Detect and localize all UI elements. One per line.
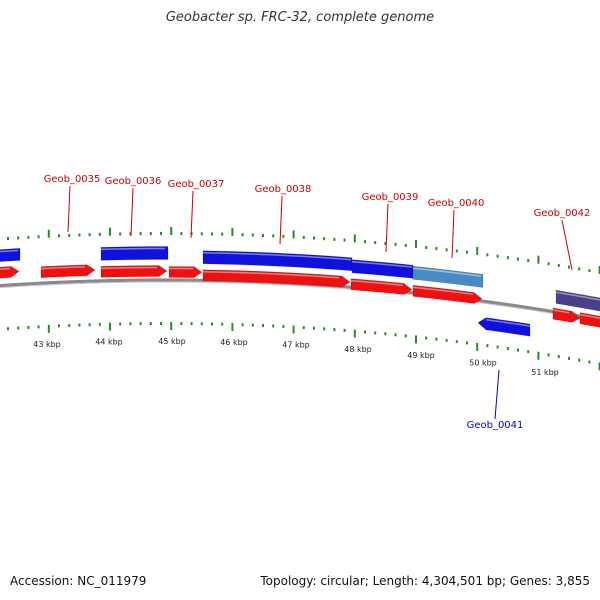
gene-geob-0034 <box>0 266 20 279</box>
gene-geob-0034-rev <box>0 248 21 262</box>
scale-label: 48 kbp <box>344 345 372 354</box>
gene-geob-0036 <box>100 265 168 278</box>
map-title: Geobacter sp. FRC-32, complete genome <box>165 10 435 25</box>
scale-label: 49 kbp <box>407 351 435 360</box>
scale-label: 45 kbp <box>158 337 186 346</box>
label-leaders <box>67 185 573 420</box>
label-leader <box>561 219 573 271</box>
gene-label: Geob_0039 <box>362 192 419 203</box>
label-leader <box>279 195 283 245</box>
gene-label: Geob_0038 <box>255 184 312 195</box>
scale-label: 43 kbp <box>33 340 61 349</box>
gene-geob-0035 <box>40 264 96 279</box>
gene-labels: Geob_0035 Geob_0036 Geob_0037 Geob_0038 Geob… <box>44 174 591 431</box>
gene-label: Geob_0041 <box>467 420 524 431</box>
gene-geob-0036-rev <box>100 246 169 261</box>
label-leader <box>451 209 455 259</box>
accession-text: Accession: NC_011979 <box>10 574 147 588</box>
label-leader <box>190 190 194 239</box>
gene-geob-0040 <box>412 284 483 304</box>
gene-geob-0042-fwd <box>552 307 581 323</box>
gene-label: Geob_0035 <box>44 174 101 185</box>
gene-geob-0040-rev <box>412 265 484 288</box>
gene-track <box>0 246 600 337</box>
label-leader <box>494 369 500 420</box>
gene-label: Geob_0040 <box>428 198 485 209</box>
gene-geob-0042 <box>555 289 600 312</box>
topology-summary-text: Topology: circular; Length: 4,304,501 bp… <box>260 574 590 588</box>
label-leader <box>385 203 389 253</box>
gene-geob-0039 <box>350 278 413 295</box>
gene-label: Geob_0037 <box>168 179 225 190</box>
scale-label: 44 kbp <box>95 338 123 347</box>
scale-label: 50 kbp <box>469 359 497 368</box>
scale-label: 46 kbp <box>220 338 248 347</box>
gene-label: Geob_0036 <box>105 176 162 187</box>
gene-geob-0037 <box>168 266 203 278</box>
backbone-highlight <box>0 281 600 323</box>
label-leader <box>67 185 71 233</box>
scale-label: 51 kbp <box>531 368 559 377</box>
scale-label: 47 kbp <box>282 341 310 350</box>
genome-backbone <box>0 278 600 323</box>
gene-geob-0038 <box>202 269 351 288</box>
scale-labels: 43 kbp 44 kbp 45 kbp 46 kbp 47 kbp 48 kbp 49 k… <box>33 337 559 377</box>
gene-geob-0043 <box>579 312 600 328</box>
label-leader <box>130 187 134 237</box>
gene-geob-0041 <box>477 317 531 337</box>
gene-label: Geob_0042 <box>534 208 591 219</box>
